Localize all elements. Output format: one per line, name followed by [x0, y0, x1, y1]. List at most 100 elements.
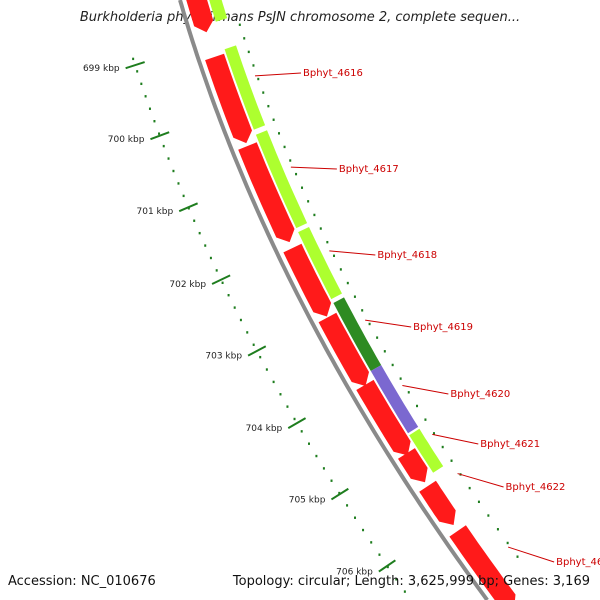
outer-dot: [353, 295, 356, 298]
ruler-dot: [187, 207, 190, 210]
outer-dot: [238, 23, 241, 26]
ruler-dot: [221, 281, 224, 285]
ruler-dot: [322, 467, 325, 470]
gene-label: Bphyt_4620: [450, 389, 510, 400]
gene-labels: Bphyt_4616 Bphyt_4617 Bphyt_4618 Bphyt_4619…: [254, 68, 600, 568]
feature-block: [333, 297, 382, 371]
ruler-dot: [300, 430, 303, 433]
ruler-dot: [354, 516, 357, 519]
ruler-dot: [227, 294, 230, 297]
ruler-dot: [132, 57, 135, 61]
outer-dot: [346, 281, 349, 285]
leader-line: [365, 319, 412, 328]
outer-dot: [252, 64, 255, 67]
outer-dot: [247, 50, 250, 54]
ruler-tick: [287, 417, 307, 429]
leader-line: [254, 72, 302, 77]
ruler-dot: [158, 132, 161, 135]
outer-dot: [487, 514, 490, 517]
ruler-dot: [330, 479, 333, 482]
outer-dot: [289, 159, 292, 162]
ruler-dot: [362, 528, 365, 532]
cds-track: [186, 0, 516, 600]
ruler-tick-label: 701 kbp: [137, 207, 174, 217]
outer-dot: [432, 432, 435, 435]
outer-dot: [278, 132, 281, 135]
ruler-dot: [252, 343, 255, 346]
leader-line: [329, 250, 376, 256]
leader-line: [457, 473, 504, 488]
ruler-dot: [148, 107, 151, 110]
ruler-tick: [125, 61, 145, 70]
ruler-dot: [144, 95, 147, 98]
gene-label: Bphyt_4621: [480, 439, 540, 450]
ruler-dot: [182, 194, 185, 198]
ruler-tick: [150, 131, 170, 141]
outer-dot: [468, 486, 471, 490]
outer-dot: [272, 118, 275, 121]
outer-dot: [506, 541, 509, 545]
ruler-dot: [272, 380, 275, 384]
ruler-dot: [153, 120, 156, 123]
ruler-dot: [279, 393, 282, 396]
ruler-tick: [247, 345, 267, 357]
ruler-dot: [167, 157, 170, 160]
ruler-dot: [395, 578, 398, 581]
ruler-dot: [308, 442, 311, 445]
outer-dot: [267, 104, 270, 108]
gene-label: Bphyt_4622: [506, 482, 566, 493]
outer-dot: [333, 254, 336, 257]
outer-dots: [238, 23, 519, 558]
ruler-dot: [162, 144, 165, 148]
ruler-ticks: 699 kbp 700 kbp 701 kbp 702 kbp 703 kbp 704 k…: [83, 61, 396, 578]
outer-dot: [243, 37, 246, 40]
outer-dot: [450, 459, 453, 462]
outer-dot: [376, 336, 379, 339]
ruler-dot: [136, 70, 139, 73]
gene-label: Bphyt_4623: [556, 557, 600, 568]
ruler-dot: [265, 368, 268, 371]
ruler-dot: [386, 565, 389, 569]
outer-dot: [257, 77, 260, 81]
outer-dot: [339, 268, 342, 271]
feature-block: [298, 227, 342, 300]
ruler-dot: [286, 405, 289, 408]
ruler-dot: [140, 82, 143, 86]
outer-dot: [307, 200, 310, 203]
summary-text: Topology: circular; Length: 3,625,999 bp…: [232, 574, 590, 589]
outer-dot: [416, 404, 419, 408]
ruler-tick-label: 704 kbp: [246, 424, 283, 434]
gene-label: Bphyt_4619: [413, 322, 473, 333]
ruler-tick-label: 702 kbp: [169, 280, 206, 290]
outer-dot: [368, 322, 371, 326]
outer-dot: [441, 445, 444, 449]
ruler-dot: [204, 244, 207, 247]
cds-arrow: [186, 0, 214, 33]
map-title: Burkholderia phytofirmans PsJN chromosom…: [79, 10, 521, 25]
gene-label: Bphyt_4617: [339, 164, 399, 175]
leader-line: [507, 546, 555, 563]
feature-block: [370, 365, 419, 434]
ruler-dot: [338, 491, 341, 495]
ruler-dot: [198, 231, 201, 235]
ruler-dot: [246, 331, 249, 334]
cds-arrow: [205, 53, 252, 144]
ruler-dot: [193, 219, 196, 222]
outer-dot: [477, 500, 480, 504]
feature-block: [409, 428, 444, 473]
outer-dot: [361, 309, 364, 312]
ruler-dot: [293, 417, 296, 421]
ruler-dot: [177, 182, 180, 185]
outer-dot: [283, 145, 286, 149]
outer-dot: [301, 186, 304, 189]
gene-label: Bphyt_4616: [303, 68, 363, 79]
ruler-tick-label: 705 kbp: [289, 495, 326, 505]
outer-dot: [407, 391, 410, 394]
outer-dot: [313, 213, 316, 217]
cds-arrow: [356, 379, 411, 456]
outer-dot: [326, 240, 329, 244]
ruler-dot: [215, 269, 218, 272]
feature-block: [209, 0, 228, 22]
leader-line: [402, 385, 449, 395]
